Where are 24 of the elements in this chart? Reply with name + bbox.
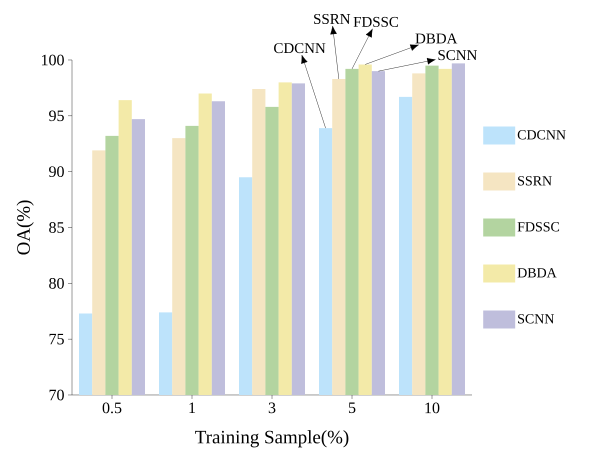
y-tick-label: 95 — [49, 110, 64, 122]
y-tick-label: 70 — [50, 390, 64, 400]
y-tick-label: 85 — [49, 222, 64, 233]
y-tick-label: 75 — [50, 334, 64, 344]
x-axis-title: Training Sample(%) — [195, 430, 348, 448]
y-tick-label: 100 — [42, 54, 64, 66]
legend-label: DBDA — [518, 268, 557, 278]
y-axis-title: OA(%) — [16, 200, 34, 255]
x-tick-label: 10 — [425, 402, 440, 414]
legend-label: FDSSC — [518, 222, 560, 232]
x-tick-label: 1 — [189, 402, 196, 414]
legend-label: SSRN — [518, 176, 552, 186]
x-tick-label: 3 — [268, 402, 276, 414]
text: SSRN — [314, 14, 350, 24]
legend-label: SCNN — [518, 314, 554, 324]
y-tick-label: 90 — [49, 166, 64, 178]
y-tick-label: 80 — [49, 278, 64, 289]
text: CDCNN — [274, 43, 326, 54]
annotation: SCNN — [438, 50, 477, 60]
text: DBDA — [415, 34, 458, 44]
x-tick-label: 5 — [348, 402, 356, 414]
legend-label: CDCNN — [518, 130, 566, 140]
x-tick-label: 0.5 — [102, 402, 122, 414]
text: FDSSC — [354, 16, 398, 27]
